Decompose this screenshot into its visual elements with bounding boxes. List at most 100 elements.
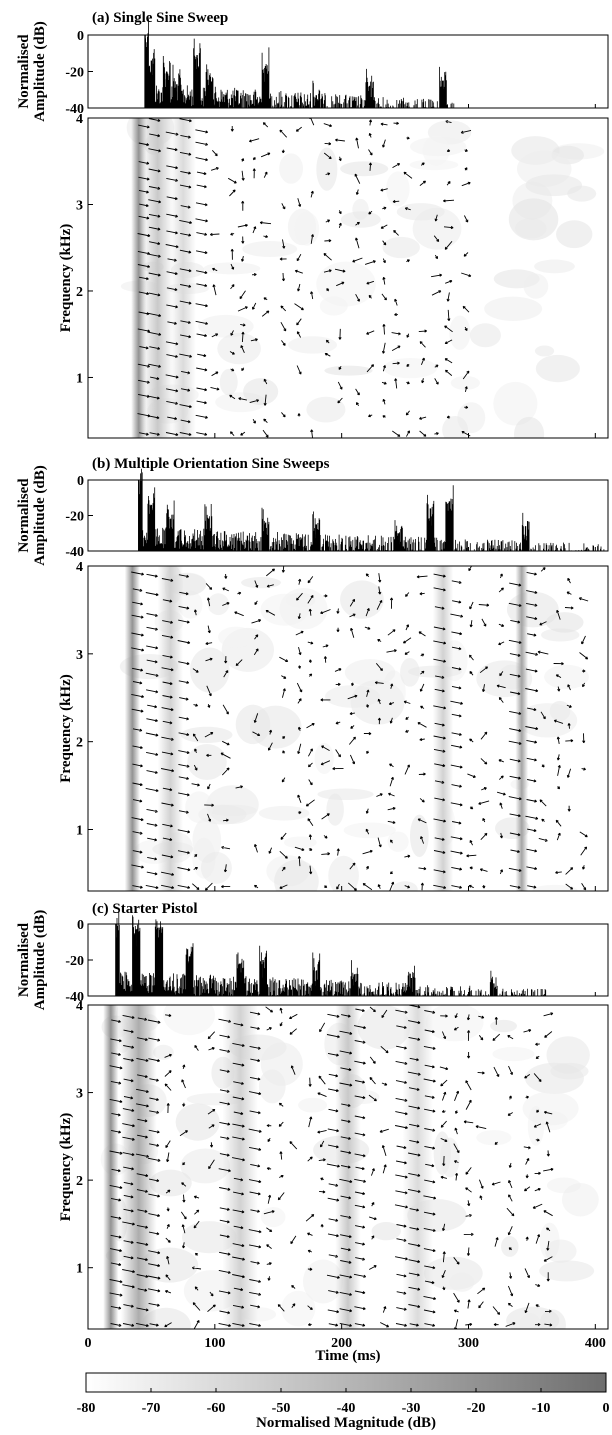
spectrogram-cell (241, 577, 281, 589)
colorbar-tick-label: 0 (603, 1401, 610, 1416)
spectrogram-cell (539, 1260, 595, 1282)
spectrogram-ylabel: Frequency (kHz) (58, 224, 74, 332)
spectrogram-cell (400, 657, 420, 687)
xtick-label: 400 (585, 1336, 606, 1351)
spectrogram-cell (534, 259, 575, 274)
amplitude-ylabel: Normalised (16, 478, 32, 553)
spectrogram-cell (317, 788, 374, 801)
spectrogram-cell (469, 323, 501, 348)
amplitude-ytick-label: -20 (65, 66, 84, 81)
spectrogram-frame (87, 117, 609, 439)
spectrogram-cell (532, 884, 578, 891)
panel-title: (a) Single Sine Sweep (92, 10, 228, 26)
colorbar: -80 -70 -60 -50 -40 -30 -20 -10 0 Normalised Magn… (77, 1372, 610, 1431)
spectrogram-cell (175, 1103, 220, 1141)
spectrogram-cell (279, 153, 304, 184)
amplitude-ylabel: Amplitude (dB) (32, 21, 48, 121)
spectrogram-cell (163, 1005, 215, 1036)
spectrogram-ridge (120, 1005, 157, 1329)
spectrogram-cell (442, 416, 468, 438)
spectrogram-cell (539, 1309, 566, 1329)
spectrogram-cell (387, 831, 409, 852)
amplitude-trace (115, 908, 547, 996)
spectrogram-cell (328, 855, 359, 891)
spectrogram-cell (514, 416, 545, 438)
amplitude-ytick-label: -20 (65, 510, 84, 525)
spectrogram-ytick-label: 4 (76, 999, 83, 1014)
spectrogram-cell (235, 704, 271, 745)
spectrogram-cell (492, 1046, 535, 1062)
spectrogram-cell (340, 580, 384, 619)
spectrogram-cell (383, 357, 438, 379)
spectrogram-cell (556, 220, 593, 249)
spectrogram-ytick-label: 1 (76, 1262, 83, 1277)
spectrogram-cell (490, 1019, 517, 1033)
xtick-label: 200 (331, 1336, 352, 1351)
spectrogram-cell (283, 836, 317, 849)
spectrogram-cell (274, 859, 319, 891)
spectrogram-cell (386, 171, 410, 207)
intensity-vectors (109, 1005, 554, 1329)
spectrogram-cell (340, 161, 389, 177)
spectrogram-ylabel: Frequency (kHz) (58, 674, 74, 782)
xtick-label: 0 (85, 1336, 92, 1351)
colorbar-tick-label: -20 (467, 1401, 486, 1416)
spectrogram-plot-b: 1 2 3 4 Frequency (kHz) (58, 560, 609, 892)
spectrogram-cell (544, 664, 589, 689)
spectrogram-cell (422, 135, 450, 166)
spectrogram-cell (449, 1272, 475, 1292)
spectrogram-cell (180, 1148, 231, 1184)
spectrogram-ridge (515, 566, 529, 891)
spectrogram-plot-c: 1 2 3 4 Frequency (kHz) 0 100 200 300 400 Time (ms… (58, 999, 609, 1364)
spectrogram-ridge (432, 566, 454, 891)
spectrogram-cell (523, 273, 549, 299)
spectrogram-cell (561, 1182, 599, 1217)
spectrogram-cell (357, 1005, 411, 1050)
spectrogram-cell (180, 726, 233, 744)
spectrogram-cell (412, 207, 462, 250)
spectrogram-cell (149, 1169, 192, 1197)
spectrogram-cell (326, 793, 344, 826)
spectrogram-ytick-label: 2 (76, 1174, 83, 1189)
spectrogram-cell (302, 1259, 344, 1304)
amplitude-plot-a: (a) Single Sine Sweep 0 -20 -40 Normalised Am… (16, 10, 609, 122)
spectrogram-cell (260, 1042, 303, 1086)
amplitude-ylabel: Amplitude (dB) (32, 465, 48, 565)
spectrogram-cell (260, 1206, 286, 1228)
spectrogram-cell (192, 817, 222, 864)
colorbar-tick-label: -30 (402, 1401, 421, 1416)
spectrogram-ridge (124, 566, 140, 891)
amplitude-trace (144, 19, 455, 108)
spectrogram-cell (382, 236, 420, 259)
colorbar-tick-label: -50 (272, 1401, 291, 1416)
spectrogram-cell (207, 593, 230, 616)
spectrogram-cell (343, 822, 396, 839)
spectrogram-cell (281, 1290, 316, 1327)
spectrogram-cell (288, 336, 338, 354)
spectrogram-ridge (170, 118, 196, 438)
spectrogram-cell (218, 626, 255, 648)
xtick-label: 100 (204, 1336, 225, 1351)
spectrogram-cell (409, 814, 429, 858)
spectrogram-cell (545, 1239, 577, 1263)
amplitude-ytick-label: -40 (65, 102, 84, 117)
spectrogram-cell (440, 1137, 460, 1178)
amplitude-ytick-label: 0 (77, 29, 84, 44)
amplitude-plot-b: (b) Multiple Orientation Sine Sweeps 0 -20… (16, 456, 609, 566)
spectrogram-ytick-label: 3 (76, 198, 83, 213)
spectrogram-cell (185, 791, 214, 824)
spectrogram-plot-a: 1 2 3 4 Frequency (kHz) (58, 112, 609, 439)
amplitude-plot-c: (c) Starter Pistol 0 -20 -40 Normalised Ampli… (16, 901, 609, 1010)
x-axis-label: Time (ms) (315, 1348, 380, 1364)
spectrogram-ytick-label: 3 (76, 1087, 83, 1102)
spectrogram-frame (87, 565, 609, 892)
colorbar-tick-label: -60 (207, 1401, 226, 1416)
spectrogram-cell (189, 647, 230, 693)
amplitude-ytick-label: -40 (65, 990, 84, 1005)
spectrogram-cell (449, 315, 471, 350)
spectrogram-cell (187, 743, 227, 780)
spectrogram-ytick-label: 1 (76, 824, 83, 839)
xtick-label: 300 (458, 1336, 479, 1351)
spectrogram-cell (298, 1097, 328, 1113)
spectrogram-cell (501, 1236, 519, 1257)
